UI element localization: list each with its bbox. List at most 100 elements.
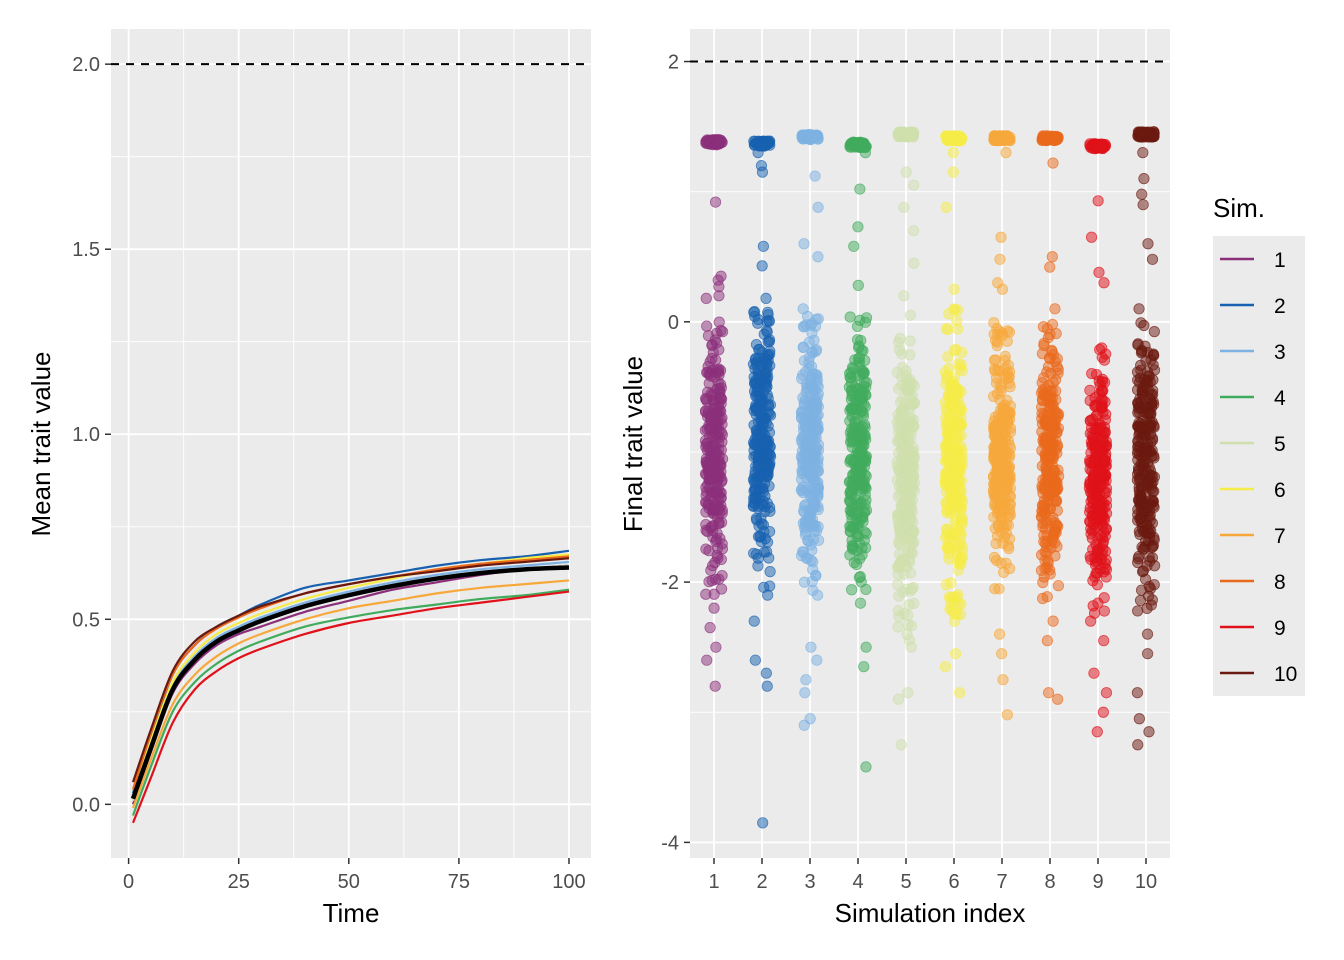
scatter-point — [855, 344, 868, 357]
scatter-point — [709, 402, 722, 414]
legend-item-3: 3 — [1220, 341, 1286, 364]
scatter-point — [751, 429, 763, 441]
left-y-tick-label: 2.0 — [72, 54, 100, 76]
scatter-point — [1096, 466, 1108, 478]
scatter-point — [1002, 359, 1015, 372]
left-y-tick-label: 0.0 — [72, 794, 100, 816]
scatter-point — [904, 335, 916, 347]
scatter-point — [955, 598, 967, 610]
scatter-point — [1148, 579, 1160, 591]
scatter-point — [758, 438, 770, 450]
scatter-point — [1000, 147, 1012, 159]
series-line-4 — [131, 588, 570, 816]
scatter-point — [1135, 584, 1148, 596]
left-y-tick-label: 1.0 — [72, 424, 100, 446]
scatter-point — [708, 371, 721, 383]
scatter-point — [1037, 576, 1049, 589]
scatter-point — [902, 427, 914, 440]
right-scatter-points — [699, 126, 1161, 829]
scatter-group-10 — [1131, 126, 1161, 751]
scatter-point — [1000, 527, 1012, 540]
scatter-point — [900, 516, 912, 528]
left-x-tick-label: 0 — [123, 871, 134, 893]
scatter-point — [956, 551, 969, 564]
scatter-point — [1090, 399, 1102, 411]
scatter-point — [844, 311, 856, 323]
scatter-point — [952, 444, 965, 456]
right-x-tick-label: 5 — [900, 871, 911, 893]
scatter-point — [859, 147, 872, 159]
scatter-point — [905, 567, 917, 579]
scatter-point — [858, 661, 870, 673]
scatter-point — [716, 436, 728, 448]
legend-label: 3 — [1274, 341, 1286, 364]
scatter-point — [892, 621, 904, 633]
scatter-point — [1137, 199, 1149, 211]
scatter-point — [946, 133, 958, 145]
scatter-point — [860, 312, 873, 324]
scatter-point — [1003, 503, 1016, 516]
scatter-point — [947, 147, 959, 159]
mean-series-line — [130, 565, 570, 800]
scatter-point — [1046, 251, 1058, 263]
scatter-point — [1089, 452, 1101, 464]
scatter-point — [851, 320, 864, 332]
legend-item-1: 1 — [1220, 249, 1286, 272]
scatter-group-8 — [1035, 130, 1065, 705]
scatter-point — [762, 355, 774, 367]
scatter-point — [1135, 359, 1147, 371]
scatter-point — [944, 504, 956, 516]
scatter-point — [1148, 326, 1160, 338]
scatter-point — [945, 532, 957, 544]
scatter-point — [1134, 493, 1146, 505]
right-x-tick-label: 4 — [852, 871, 863, 893]
scatter-point — [1041, 547, 1053, 559]
scatter-point — [757, 817, 769, 829]
scatter-point — [1004, 449, 1016, 461]
scatter-point — [1143, 461, 1155, 473]
scatter-point — [1043, 352, 1056, 364]
scatter-point — [703, 576, 715, 588]
scatter-point — [894, 526, 906, 538]
scatter-point — [762, 589, 774, 601]
scatter-point — [899, 559, 911, 571]
scatter-point — [1133, 417, 1145, 429]
scatter-point — [893, 611, 905, 623]
scatter-point — [1085, 231, 1098, 243]
left-y-tick-label: 1.5 — [72, 239, 100, 261]
right-y-axis-title: Final trait value — [618, 356, 648, 532]
scatter-point — [1133, 713, 1145, 725]
scatter-point — [803, 413, 815, 426]
scatter-point — [756, 346, 768, 358]
scatter-point — [812, 251, 824, 263]
scatter-point — [706, 560, 719, 572]
scatter-point — [800, 674, 812, 686]
scatter-point — [709, 680, 721, 692]
right-x-tick-label: 9 — [1092, 871, 1103, 893]
scatter-point — [1136, 126, 1148, 138]
scatter-point — [852, 279, 864, 291]
scatter-point — [1098, 512, 1110, 524]
scatter-point — [997, 484, 1009, 496]
scatter-point — [809, 320, 822, 332]
scatter-point — [902, 619, 914, 631]
legend-key-background — [1213, 236, 1305, 696]
scatter-point — [1131, 687, 1144, 699]
scatter-point — [749, 654, 761, 666]
scatter-point — [941, 372, 953, 384]
legend-label: 4 — [1274, 387, 1286, 410]
scatter-point — [798, 546, 810, 558]
scatter-point — [749, 477, 761, 489]
scatter-point — [764, 580, 776, 592]
left-y-axis-ticks: 0.0 0.5 1.0 1.5 2.0 — [72, 54, 111, 816]
scatter-point — [945, 592, 957, 604]
scatter-point — [704, 457, 717, 470]
scatter-point — [860, 641, 872, 653]
series-line-9 — [131, 590, 570, 824]
scatter-point — [1084, 384, 1096, 396]
scatter-point — [1039, 435, 1051, 447]
scatter-point — [992, 508, 1004, 520]
scatter-point — [710, 337, 723, 349]
scatter-point — [753, 520, 765, 532]
scatter-point — [1050, 374, 1062, 386]
